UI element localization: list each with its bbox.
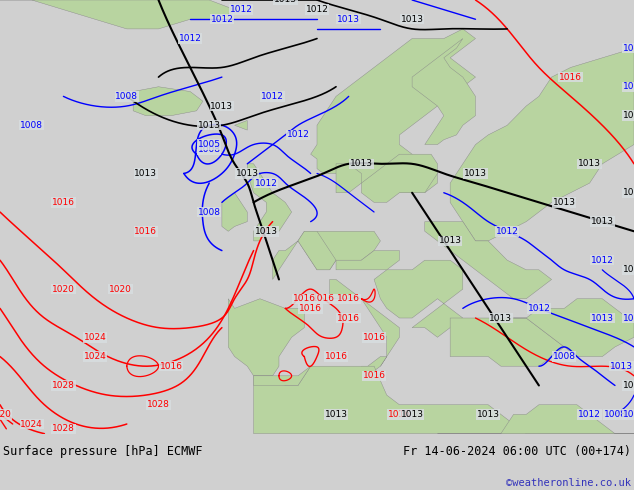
Text: 1028: 1028: [52, 381, 75, 390]
Text: 1012: 1012: [623, 381, 634, 390]
Polygon shape: [247, 164, 292, 241]
Text: 1013: 1013: [274, 0, 297, 4]
Polygon shape: [361, 357, 387, 376]
Polygon shape: [437, 405, 634, 434]
Text: 1013: 1013: [623, 265, 634, 274]
Text: 1016: 1016: [363, 371, 385, 380]
Polygon shape: [425, 221, 552, 299]
Polygon shape: [235, 121, 247, 130]
Polygon shape: [254, 366, 634, 434]
Text: 1024: 1024: [20, 419, 43, 429]
Polygon shape: [450, 48, 634, 241]
Polygon shape: [311, 29, 476, 193]
Text: 1012: 1012: [255, 178, 278, 188]
Polygon shape: [222, 193, 247, 231]
Text: 1013: 1013: [477, 410, 500, 419]
Text: 1020: 1020: [52, 285, 75, 294]
Text: 1008: 1008: [553, 352, 576, 361]
Text: 1013: 1013: [210, 101, 233, 111]
Polygon shape: [254, 366, 311, 386]
Text: 1008: 1008: [20, 121, 43, 130]
Polygon shape: [133, 87, 203, 116]
Text: 1012: 1012: [261, 92, 284, 101]
Text: 1013: 1013: [591, 217, 614, 226]
Text: 1013: 1013: [337, 15, 360, 24]
Text: 1013: 1013: [401, 410, 424, 419]
Polygon shape: [514, 299, 634, 357]
Polygon shape: [273, 231, 336, 279]
Polygon shape: [0, 0, 235, 29]
Text: 1016: 1016: [337, 314, 360, 322]
Text: 1013: 1013: [591, 314, 614, 322]
Text: 1013: 1013: [623, 410, 634, 419]
Polygon shape: [228, 299, 304, 376]
Text: 1012: 1012: [591, 256, 614, 265]
Polygon shape: [374, 260, 463, 337]
Polygon shape: [336, 164, 361, 193]
Text: 1013: 1013: [623, 314, 634, 322]
Text: 1008: 1008: [115, 92, 138, 101]
Text: 1016: 1016: [325, 352, 347, 361]
Text: 1020: 1020: [0, 410, 11, 419]
Text: 1013: 1013: [236, 169, 259, 178]
Text: 1008: 1008: [198, 207, 221, 217]
Text: 1016: 1016: [363, 333, 385, 342]
Text: 1013: 1013: [350, 159, 373, 169]
Text: 1012: 1012: [527, 304, 550, 313]
Text: 1028: 1028: [52, 424, 75, 433]
Text: 1012: 1012: [306, 5, 328, 14]
Text: 1008: 1008: [198, 145, 221, 154]
Text: 1013: 1013: [623, 44, 634, 53]
Text: 1013: 1013: [610, 362, 633, 371]
Text: 1012: 1012: [623, 82, 634, 91]
Text: 1016: 1016: [52, 198, 75, 207]
Text: 1024: 1024: [84, 352, 107, 361]
Text: 1013: 1013: [255, 227, 278, 236]
Text: 1013: 1013: [134, 169, 157, 178]
Text: 1012: 1012: [496, 227, 519, 236]
Text: 1016: 1016: [337, 294, 360, 303]
Text: 1013: 1013: [623, 188, 634, 197]
Text: 1012: 1012: [230, 5, 252, 14]
Text: ©weatheronline.co.uk: ©weatheronline.co.uk: [506, 478, 631, 488]
Text: 1013: 1013: [489, 314, 512, 322]
Polygon shape: [336, 250, 399, 270]
Text: 1005: 1005: [198, 140, 221, 149]
Polygon shape: [412, 39, 476, 145]
Text: 1012: 1012: [578, 410, 601, 419]
Text: Surface pressure [hPa] ECMWF: Surface pressure [hPa] ECMWF: [3, 445, 203, 458]
Polygon shape: [330, 279, 399, 366]
Polygon shape: [298, 231, 380, 270]
Text: 1016: 1016: [299, 304, 322, 313]
Text: 1016: 1016: [160, 362, 183, 371]
Text: 1013: 1013: [439, 236, 462, 245]
Text: 1013: 1013: [198, 121, 221, 130]
Text: 1013: 1013: [401, 15, 424, 24]
Text: 1012: 1012: [179, 34, 202, 43]
Polygon shape: [450, 318, 564, 366]
Polygon shape: [361, 154, 437, 202]
Text: 1012: 1012: [210, 15, 233, 24]
Text: Fr 14-06-2024 06:00 UTC (00+174): Fr 14-06-2024 06:00 UTC (00+174): [403, 445, 631, 458]
Text: 1013: 1013: [578, 159, 601, 169]
Text: 1016: 1016: [134, 227, 157, 236]
Text: 1013: 1013: [623, 111, 634, 120]
Text: 1028: 1028: [147, 400, 170, 409]
Text: 1016: 1016: [559, 73, 582, 82]
Text: 1013: 1013: [553, 198, 576, 207]
Text: 1016: 1016: [388, 410, 411, 419]
Text: 1012: 1012: [287, 130, 309, 140]
Text: 1013: 1013: [325, 410, 347, 419]
Text: 1016: 1016: [312, 294, 335, 303]
Text: 1008: 1008: [604, 410, 626, 419]
Text: 1020: 1020: [109, 285, 132, 294]
Text: 1016: 1016: [293, 294, 316, 303]
Text: 1013: 1013: [464, 169, 487, 178]
Text: 1024: 1024: [84, 333, 107, 342]
